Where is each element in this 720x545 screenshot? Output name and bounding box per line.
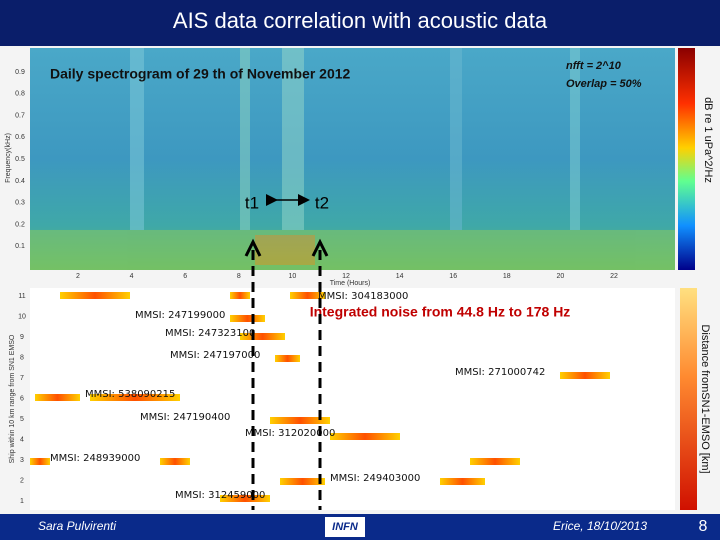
x-axis-label: Time (Hours) (330, 280, 371, 287)
title-bar (0, 0, 720, 46)
t1-label: t1 (245, 193, 259, 212)
x-tick-label: 2 (76, 273, 80, 280)
y-tick-label: 0.2 (15, 221, 25, 228)
overlap: Overlap = 50% (566, 78, 642, 90)
ship-label: MMSI: 304183000 (318, 291, 408, 302)
slide-title: AIS data correlation with acoustic data (173, 8, 548, 33)
x-tick-label: 8 (237, 273, 241, 280)
spectrogram-title: Daily spectrogram of 29 th of November 2… (50, 66, 351, 82)
logo-box (325, 517, 365, 537)
y-tick-label: 9 (20, 334, 24, 341)
y-tick-label: 4 (20, 436, 24, 443)
x-tick-label: 4 (130, 273, 134, 280)
ship-label: MMSI: 249403000 (330, 473, 420, 484)
ship-label: MMSI: 312020000 (245, 428, 335, 439)
t1-arrow (244, 238, 262, 257)
ship-label: MMSI: 247323100 (165, 328, 255, 339)
y-tick-label: 10 (18, 313, 26, 320)
x-tick-label: 10 (289, 273, 297, 280)
y-tick-label: 5 (20, 416, 24, 423)
ship-label: MMSI: 247190400 (140, 412, 230, 423)
author: Sara Pulvirenti (38, 519, 116, 533)
x-tick-label: 6 (183, 273, 187, 280)
ship-label: MMSI: 248939000 (50, 453, 140, 464)
y-tick-label: 0.7 (15, 112, 25, 119)
ship-label: MMSI: 247199000 (135, 310, 225, 321)
x-tick-label: 22 (610, 273, 618, 280)
y-tick-label: 2 (20, 477, 24, 484)
logo: INFN (332, 521, 359, 533)
t2-label: t2 (315, 193, 329, 212)
x-tick-label: 16 (449, 273, 457, 280)
y-tick-label: 0.4 (15, 178, 25, 185)
y-tick-label: 8 (20, 354, 24, 361)
y-axis-label: Frequency(kHz) (5, 133, 12, 183)
y-tick-label: 0.5 (15, 156, 25, 163)
spectrogram-texture (30, 48, 675, 270)
y-tick-label: 7 (20, 375, 24, 382)
colorbar-label: dB re 1 uPa^2/Hz (702, 97, 714, 183)
ship-tracks (30, 292, 610, 502)
ship-label: MMSI: 247197000 (170, 350, 260, 361)
x-tick-label: 12 (342, 273, 350, 280)
ship-label: MMSI: 538090215 (85, 389, 175, 400)
y-tick-label: 0.6 (15, 134, 25, 141)
y-tick-label: 6 (20, 395, 24, 402)
page-number: 8 (699, 518, 708, 535)
ais-y-label: Ship within 10 km range from SN1 EMSO (9, 334, 16, 463)
t2-arrow (311, 238, 329, 257)
y-tick-label: 0.9 (15, 69, 25, 76)
x-tick-label: 20 (557, 273, 565, 280)
place-date: Erice, 18/10/2013 (553, 519, 647, 533)
x-tick-label: 18 (503, 273, 511, 280)
ais-colorbar (680, 288, 697, 510)
x-tick-label: 14 (396, 273, 404, 280)
y-tick-label: 11 (18, 293, 25, 300)
nfft: nfft = 2^10 (566, 60, 622, 72)
y-tick-label: 0.3 (15, 200, 25, 207)
distance-label: Distance fromSN1-EMSO [km] (699, 324, 711, 473)
y-tick-label: 0.8 (15, 91, 25, 98)
y-tick-label: 3 (20, 457, 24, 464)
colorbar (678, 48, 695, 270)
ship-label: MMSI: 271000742 (455, 367, 545, 378)
ship-label: MMSI: 312459000 (175, 490, 265, 501)
y-tick-label: 0.1 (15, 243, 25, 250)
annotation-line: Integrated noise from 44.8 Hz to 178 Hz (310, 304, 571, 320)
y-tick-label: 1 (20, 498, 24, 505)
